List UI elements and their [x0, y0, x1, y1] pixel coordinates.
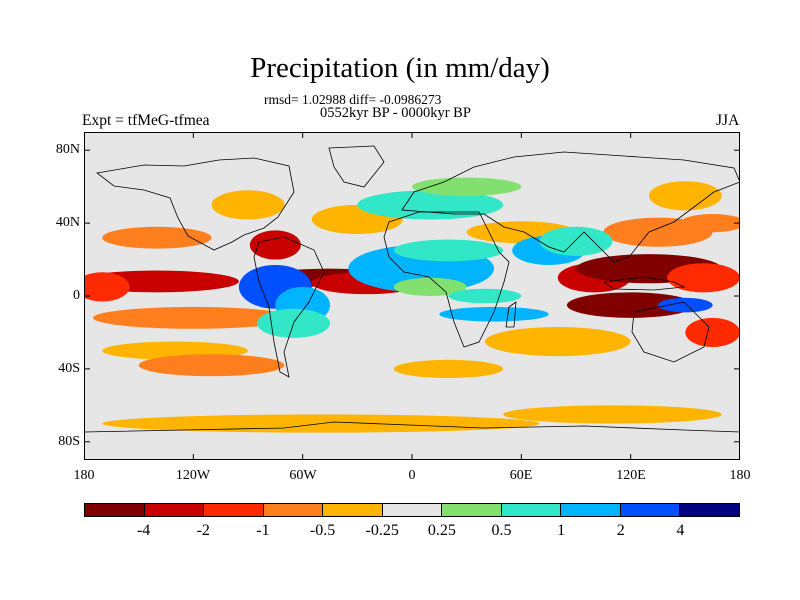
colorbar-label: 0.5 — [491, 522, 512, 539]
colorbar-label: -2 — [196, 522, 210, 539]
colorbar-label: 2 — [616, 522, 625, 539]
anomaly-region — [393, 277, 467, 296]
coast-north-america — [96, 157, 295, 251]
y-tick-label-80n: 80N — [55, 142, 80, 157]
colorbar-label: -0.25 — [365, 522, 399, 539]
coast-maritime — [602, 276, 686, 291]
x-tick-label-120w: 120W — [175, 468, 211, 483]
coast-madagascar — [505, 301, 517, 328]
coast-greenland — [328, 145, 385, 188]
coastlines — [84, 145, 740, 433]
anomaly-region — [667, 263, 740, 293]
coast-eurasia — [401, 151, 740, 263]
anomaly-region — [439, 306, 549, 322]
anomaly-region — [102, 226, 212, 249]
anomaly-region — [648, 181, 722, 211]
colorbar-swatch — [323, 504, 383, 516]
x-tick-label-180e: 180 — [729, 468, 751, 483]
colorbar-swatch — [442, 504, 502, 516]
x-tick-label-60e: 60E — [509, 468, 533, 483]
colorbar-swatch — [204, 504, 264, 516]
y-tick-label-80s: 80S — [58, 434, 80, 449]
statistics-label: rmsd= 1.02988 diff= -0.0986273 — [264, 92, 442, 107]
colorbar-swatch — [680, 504, 740, 516]
colorbar-swatch — [144, 504, 205, 516]
colorbar-label: 1 — [557, 522, 566, 539]
anomaly-region — [503, 405, 722, 424]
anomaly-region — [138, 354, 285, 377]
y-tick-label-40n: 40N — [55, 215, 80, 230]
anomaly-region — [539, 226, 613, 256]
colorbar-label: 4 — [676, 522, 685, 539]
colorbar-swatch — [620, 504, 681, 516]
anomaly-region — [393, 359, 504, 378]
season-label: JJA — [716, 112, 740, 129]
colorbar-swatch — [263, 504, 324, 516]
colorbar-swatch — [561, 504, 621, 516]
colorbar-label: 0.25 — [427, 522, 456, 539]
plot-title: Precipitation (in mm/day) — [250, 52, 550, 84]
colorbar-swatch — [501, 504, 562, 516]
x-tick-label-180w: 180 — [73, 468, 95, 483]
x-tick-label-0: 0 — [408, 468, 416, 483]
anomaly-region — [484, 326, 631, 357]
coast-africa — [383, 211, 510, 348]
x-tick-label-120e: 120E — [616, 468, 646, 483]
anomaly-region — [211, 190, 285, 220]
x-tick-label-60w: 60W — [289, 468, 317, 483]
anomaly-region — [249, 230, 301, 260]
anomaly-region — [93, 306, 294, 329]
colorbar — [84, 503, 740, 517]
anomaly-fields — [84, 177, 740, 433]
colorbar-label: -0.5 — [309, 522, 336, 539]
axis-ticks — [84, 132, 740, 460]
anomaly-region — [448, 288, 522, 304]
anomaly-region — [566, 292, 695, 318]
anomaly-region — [84, 272, 130, 302]
y-tick-label-40s: 40S — [58, 361, 80, 376]
coast-antarctica — [84, 421, 740, 433]
anomaly-region — [412, 177, 522, 196]
anomaly-region — [393, 239, 504, 262]
period-label: 0552kyr BP - 0000kyr BP — [320, 105, 471, 121]
colorbar-swatch — [85, 504, 145, 516]
colorbar-swatch — [382, 504, 443, 516]
anomaly-region — [679, 214, 740, 233]
coast-south-america — [253, 236, 325, 378]
anomaly-region — [658, 297, 713, 313]
y-tick-label-0: 0 — [73, 288, 80, 303]
coast-australia — [631, 301, 710, 363]
precipitation-map — [84, 132, 740, 460]
colorbar-label: -4 — [136, 522, 151, 539]
experiment-label: Expt = tfMeG-tfmea — [82, 112, 210, 129]
anomaly-region — [685, 317, 740, 348]
colorbar-label: -1 — [256, 522, 270, 539]
